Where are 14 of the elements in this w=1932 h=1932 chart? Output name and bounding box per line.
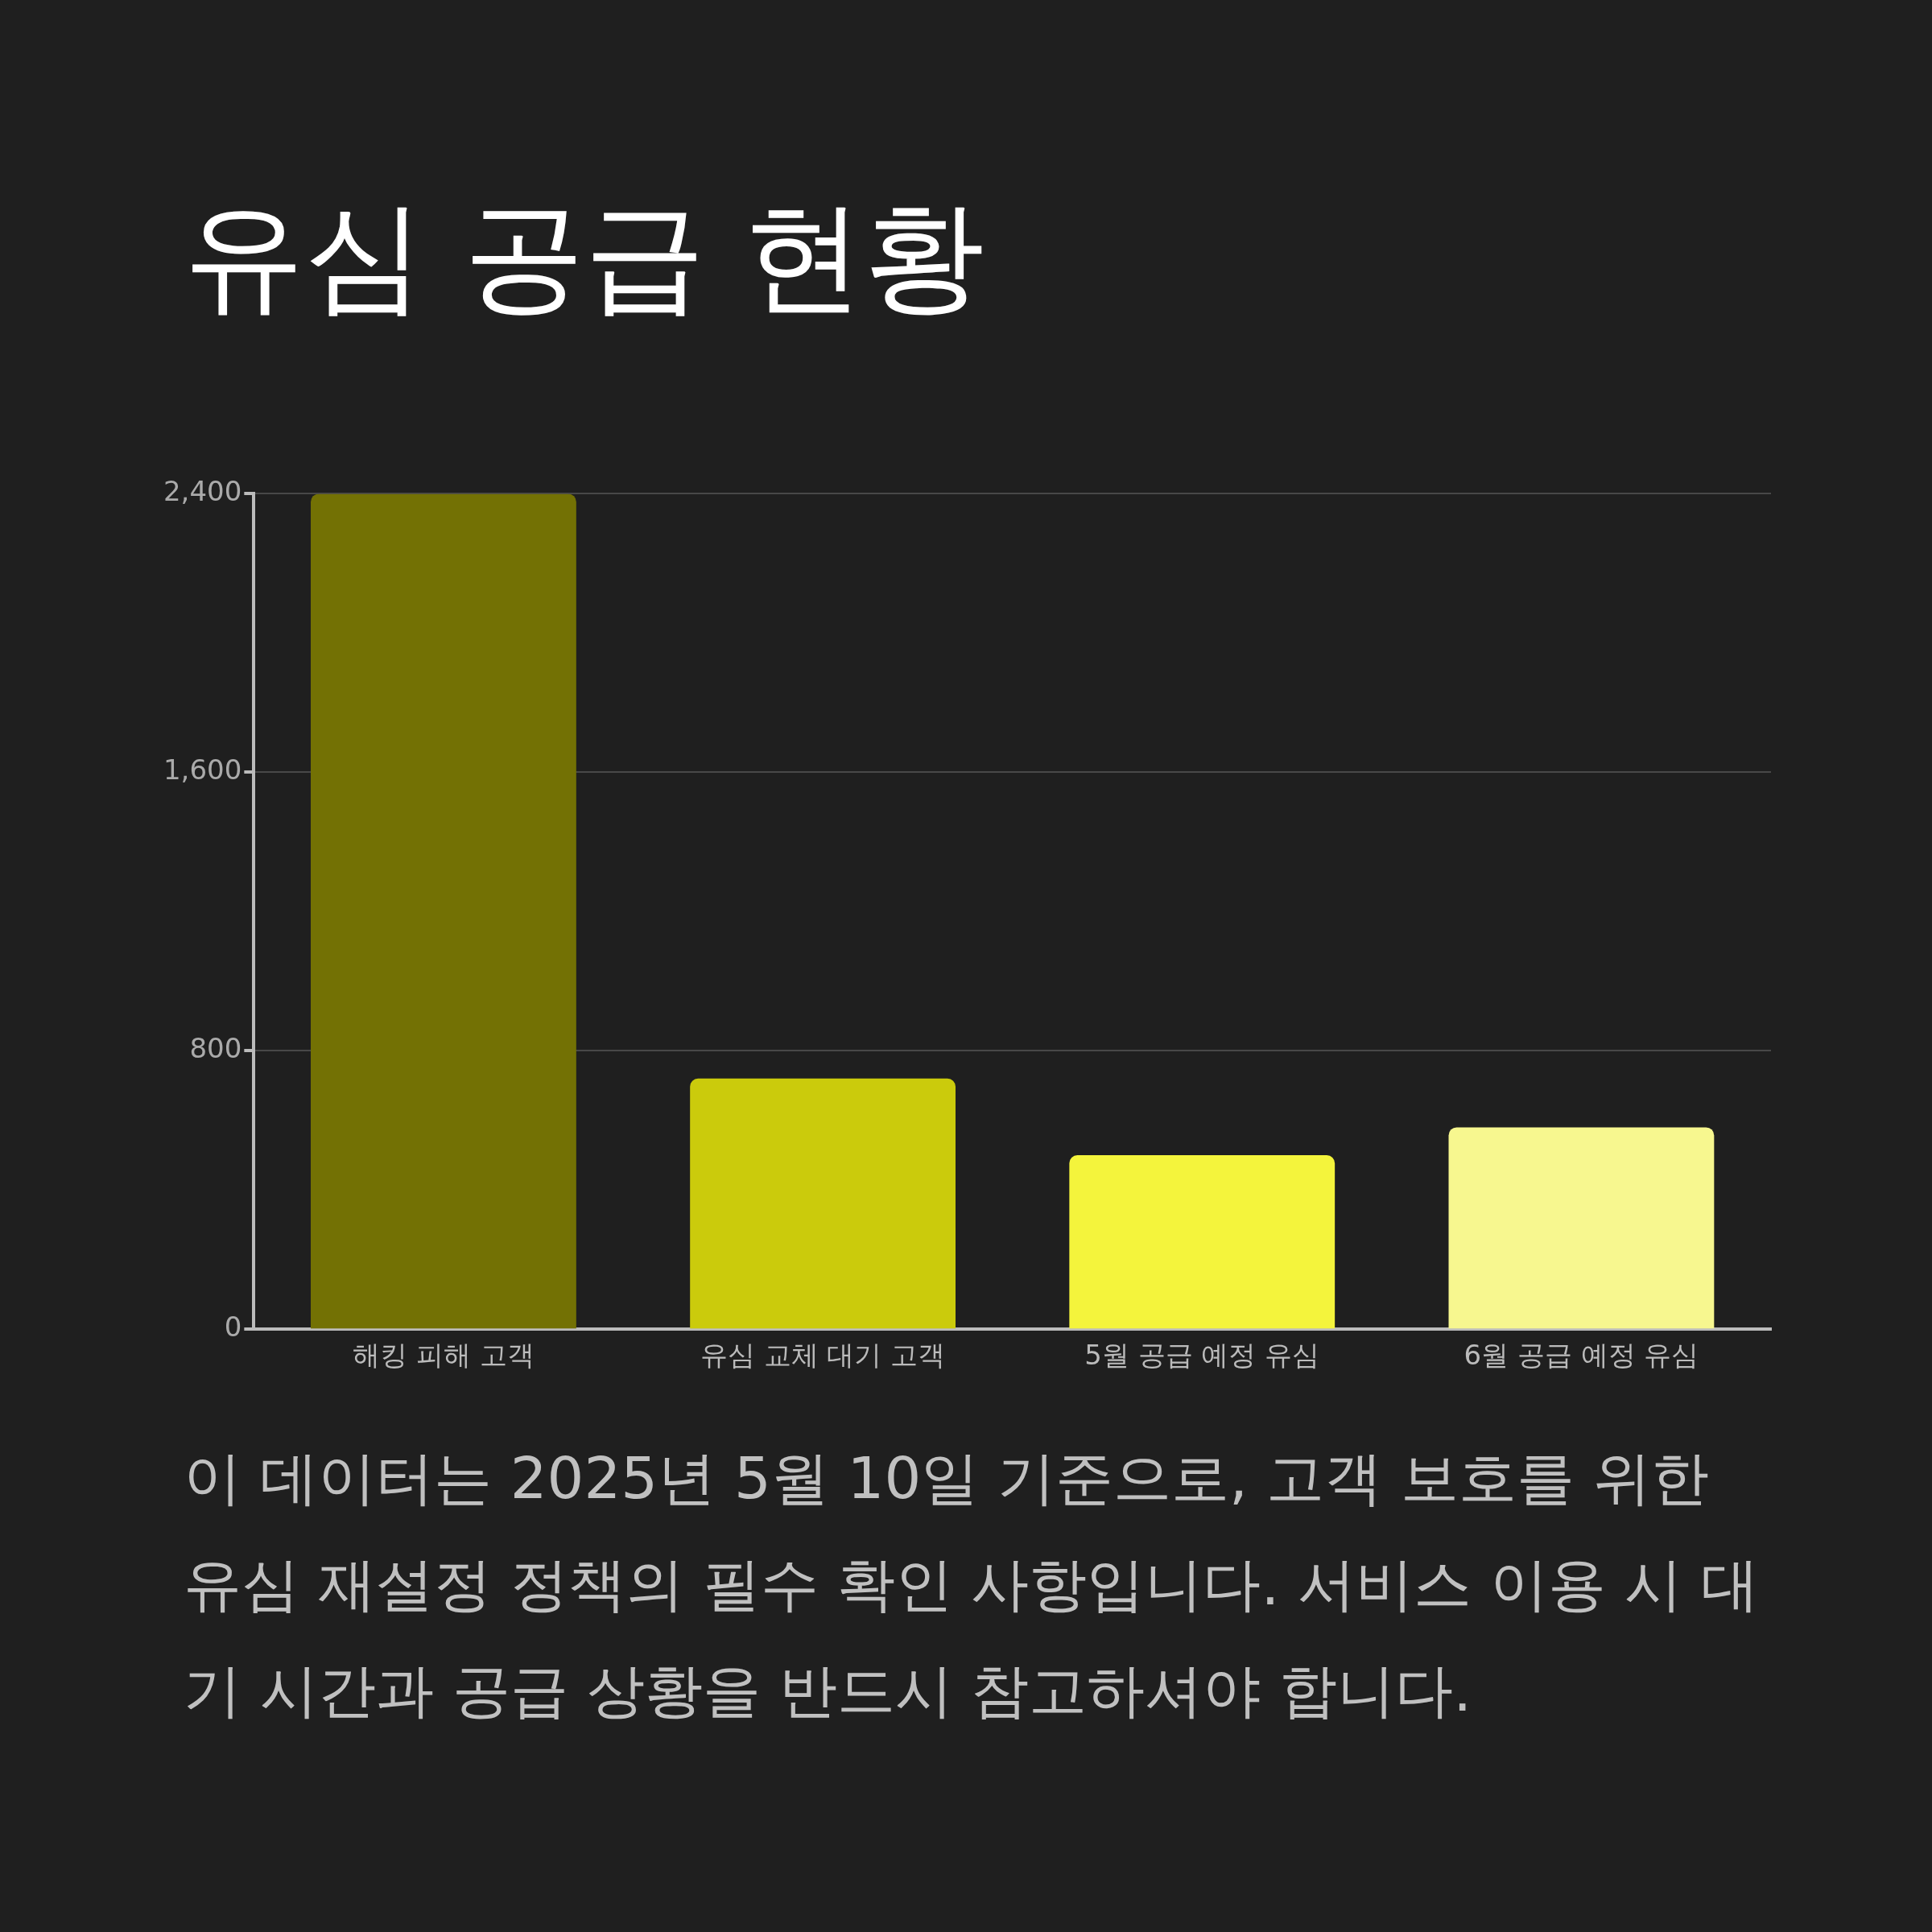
y-tick-label: 2,400 [163,475,242,508]
y-tick-label: 800 [189,1032,242,1065]
text: 이 데이터는 2025년 5월 10일 기준으로, 고객 보호를 위한 유심 재설정 정책의 필수 확인 사항입니다. 서비스 이용 시 대기 시간과 공급 상황을 반드시 참고하셔야 합니다. [184,1443,1760,1726]
x-tick-label: 유심 교체 대기 고객 [700,1339,946,1372]
bar [1069,1154,1335,1329]
y-tick-label: 0 [224,1311,242,1344]
x-tick-label: 해킹 피해 고객 [353,1339,535,1372]
x-tick-label: 5월 공급 예정 유심 [1084,1339,1320,1372]
chart-title: 유심 공급 현황 [184,185,985,328]
bar [1448,1127,1715,1329]
bar [311,493,576,1329]
y-tick-label: 1,600 [163,753,242,786]
bar [690,1078,956,1329]
x-tick-label: 6월 공급 예정 유심 [1463,1339,1699,1372]
